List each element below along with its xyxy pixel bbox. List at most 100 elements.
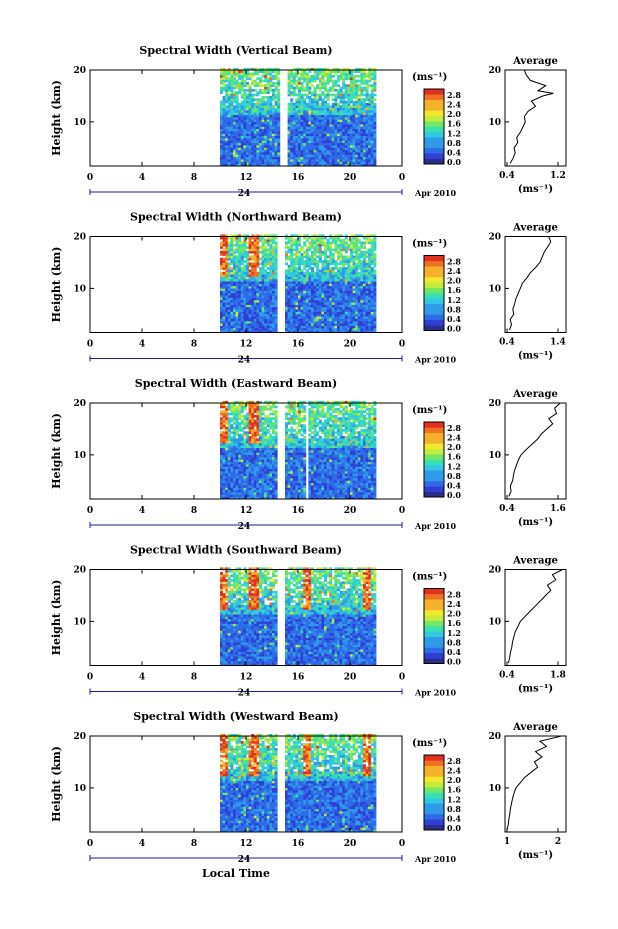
heatmap-cell <box>220 100 223 104</box>
heatmap-cell <box>264 140 268 144</box>
heatmap-cell <box>337 246 340 249</box>
heatmap-cell <box>368 112 372 116</box>
heatmap-cell <box>308 70 312 73</box>
heatmap-cell <box>357 253 361 256</box>
heatmap-cell <box>269 267 273 270</box>
heatmap-cell <box>321 253 325 256</box>
heatmap-cell <box>225 447 229 451</box>
heatmap-cell <box>238 248 242 252</box>
heatmap-cell <box>295 302 299 305</box>
heatmap-cell <box>287 158 291 162</box>
heatmap-cell <box>311 271 314 275</box>
heatmap-cell <box>300 77 304 80</box>
heatmap-cell <box>248 67 252 71</box>
heatmap-cell <box>344 262 348 266</box>
heatmap-cell <box>243 147 247 151</box>
heatmap-cell <box>311 84 314 88</box>
heatmap-cell <box>287 250 291 254</box>
heatmap-cell <box>266 318 270 322</box>
heatmap-cell <box>220 123 223 127</box>
heatmap-cell <box>360 140 364 144</box>
heatmap-cell <box>334 133 338 137</box>
heatmap-cell <box>251 156 255 160</box>
heatmap-cell <box>225 320 229 324</box>
heatmap-cell <box>235 156 239 160</box>
heatmap-cell <box>347 299 351 303</box>
heatmap-cell <box>269 142 273 146</box>
average-y-tick-label: 10 <box>488 284 501 294</box>
heatmap-cell <box>295 126 299 130</box>
heatmap-cell <box>272 283 275 287</box>
heatmap-cell <box>261 309 265 312</box>
heatmap-cell <box>264 156 268 160</box>
heatmap-cell <box>243 419 247 423</box>
heatmap-cell <box>368 147 372 151</box>
heatmap-cell <box>233 281 236 284</box>
heatmap-cell <box>235 260 239 263</box>
heatmap-cell <box>272 299 275 303</box>
heatmap-cell <box>339 144 343 148</box>
heatmap-cell <box>344 70 348 73</box>
heatmap-cell <box>290 274 294 277</box>
heatmap-cell <box>318 248 322 252</box>
heatmap-cell <box>230 250 234 254</box>
heatmap-cell <box>243 445 247 449</box>
heatmap-cell <box>251 267 255 270</box>
heatmap-cell <box>238 468 242 472</box>
heatmap-cell <box>230 81 234 85</box>
heatmap-cell <box>329 325 333 329</box>
heatmap-cell <box>350 109 353 113</box>
heatmap-cell <box>274 163 278 167</box>
heatmap-cell <box>225 72 229 76</box>
heatmap-cell <box>261 241 265 245</box>
heatmap-cell <box>295 81 299 85</box>
heatmap-cell <box>352 288 356 291</box>
heatmap-cell <box>243 246 247 249</box>
heatmap-cell <box>248 297 252 301</box>
heatmap-cell <box>329 123 333 127</box>
heatmap-cell <box>313 276 317 280</box>
heatmap-cell <box>248 123 252 127</box>
heatmap-cell <box>233 306 236 310</box>
heatmap-cell <box>259 109 262 113</box>
heatmap-cell <box>227 149 231 153</box>
heatmap-cell <box>233 121 236 125</box>
heatmap-cell <box>285 269 288 273</box>
heatmap-cell <box>313 255 317 259</box>
heatmap-cell <box>287 299 291 303</box>
heatmap-cell <box>347 130 351 134</box>
heatmap-cell <box>277 119 281 123</box>
heatmap-cell <box>365 154 369 158</box>
heatmap-cell <box>305 330 309 333</box>
heatmap-cell <box>269 234 273 238</box>
heatmap-cell <box>292 269 296 273</box>
heatmap-cell <box>233 257 236 261</box>
heatmap-cell <box>357 70 361 73</box>
heatmap-cell <box>352 248 356 252</box>
heatmap-cell <box>337 309 340 312</box>
heatmap-cell <box>298 102 301 106</box>
heatmap-cell <box>225 463 229 467</box>
heatmap-cell <box>248 295 252 298</box>
heatmap-cell <box>220 454 223 458</box>
heatmap-cell <box>261 327 265 331</box>
heatmap-cell <box>290 290 294 294</box>
heatmap-cell <box>313 74 317 78</box>
heatmap-cell <box>240 241 244 245</box>
heatmap-cell <box>285 311 288 315</box>
heatmap-cell <box>222 306 226 310</box>
heatmap-cell <box>220 325 223 329</box>
heatmap-cell <box>227 133 231 137</box>
heatmap-cell <box>235 119 239 123</box>
heatmap-cell <box>230 473 234 477</box>
heatmap-cell <box>277 116 281 120</box>
heatmap-cell <box>272 114 275 118</box>
heatmap-cell <box>370 126 374 130</box>
heatmap-cell <box>373 119 377 123</box>
heatmap-cell <box>334 267 338 270</box>
heatmap-cell <box>357 304 361 308</box>
heatmap-cell <box>355 93 359 97</box>
heatmap-cell <box>352 74 356 78</box>
heatmap-cell <box>274 140 278 144</box>
colorbar-segment <box>424 314 444 321</box>
